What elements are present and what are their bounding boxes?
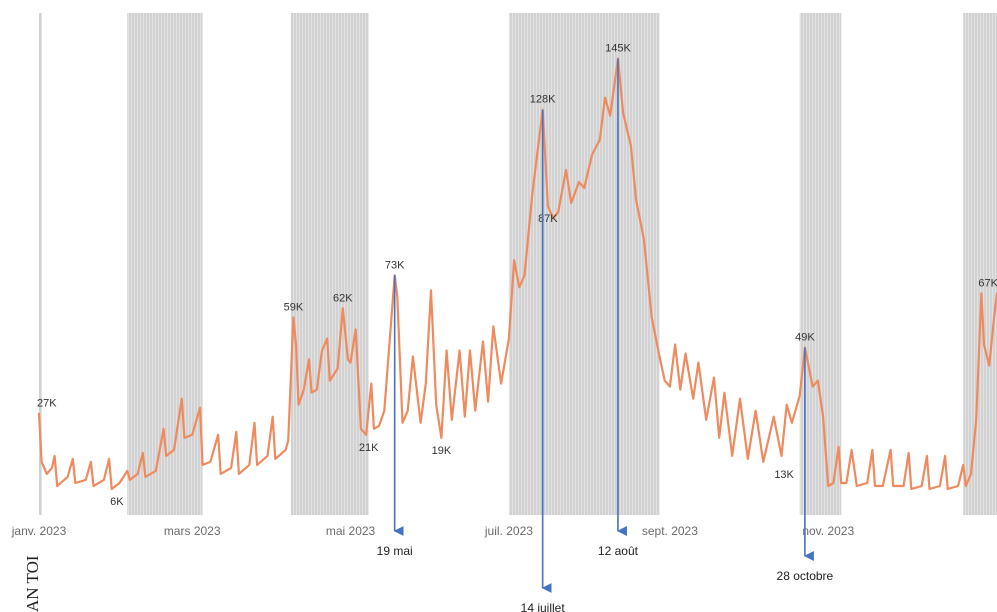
shaded-period-5: [963, 13, 997, 515]
data-label-3: 62K: [333, 292, 353, 304]
data-label-1: 6K: [110, 496, 124, 508]
shaded-period-4: [799, 13, 842, 515]
data-label-5: 21K: [359, 442, 379, 454]
date-annotations: 19 mai 14 juillet 12 août 28 octobre: [377, 58, 834, 612]
shaded-periods: [39, 13, 997, 515]
x-tick-label-3: juil. 2023: [484, 524, 533, 538]
annotation-label-2: 12 août: [598, 544, 639, 558]
data-label-8: 87K: [538, 213, 558, 225]
x-axis-ticks: janv. 2023 mars 2023 mai 2023 juil. 2023 sep…: [11, 524, 855, 538]
series-line-group: [37, 57, 997, 491]
shaded-period-3: [508, 13, 660, 515]
clipped-edge-text: AN TOI: [23, 555, 42, 612]
shaded-period-2: [290, 13, 369, 515]
shaded-period-0: [39, 13, 42, 515]
x-tick-label-0: janv. 2023: [11, 524, 67, 538]
x-tick-label-1: mars 2023: [164, 524, 221, 538]
data-label-12: 67K: [978, 277, 997, 289]
data-labels: 27K 6K 59K 62K 73K 21K 19K 128K 87K 145K 49K 13K 67K: [37, 43, 997, 508]
series-line-0: [37, 57, 997, 491]
data-label-11: 13K: [774, 469, 794, 481]
data-label-10: 49K: [795, 332, 815, 344]
x-tick-label-2: mai 2023: [326, 524, 376, 538]
data-label-6: 19K: [432, 445, 452, 457]
annotation-label-3: 28 octobre: [777, 569, 834, 583]
data-label-9: 145K: [605, 43, 631, 55]
annotation-label-1: 14 juillet: [521, 601, 566, 612]
x-tick-label-4: sept. 2023: [642, 524, 698, 538]
x-tick-label-5: nov. 2023: [802, 524, 854, 538]
data-label-7: 128K: [530, 94, 556, 106]
data-label-0: 27K: [37, 398, 57, 410]
data-label-2: 59K: [284, 301, 304, 313]
annotation-label-0: 19 mai: [377, 544, 413, 558]
data-label-4: 73K: [385, 259, 405, 271]
